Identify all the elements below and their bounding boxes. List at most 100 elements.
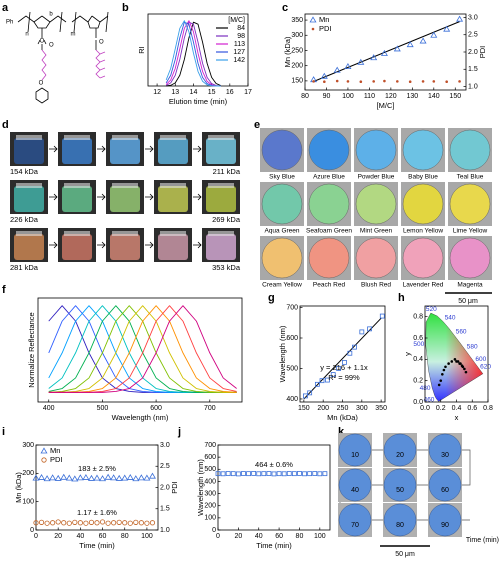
y2-tick-label: 3.0: [468, 14, 478, 21]
x-axis-label: Wavelength (nm): [112, 413, 169, 422]
x-tick-label: 0.4: [452, 405, 462, 412]
point: [71, 475, 79, 482]
arrow: [49, 193, 58, 201]
microsphere: [308, 129, 350, 171]
series-line: [165, 20, 221, 87]
microsphere: [428, 468, 462, 502]
point: [291, 471, 297, 477]
point: [266, 471, 272, 476]
arrow: [193, 145, 202, 153]
point: [464, 370, 468, 374]
vial: [14, 186, 44, 212]
vial-glare: [208, 135, 234, 140]
y2-tick-label: 2.0: [160, 484, 170, 491]
circle-label: Sky Blue: [269, 174, 295, 181]
microsphere: [338, 433, 372, 467]
x-tick-label: 60: [99, 533, 107, 540]
x-tick-label: 350: [375, 405, 387, 412]
point: [408, 80, 412, 84]
panel-label: j: [177, 426, 181, 438]
microsphere: [338, 468, 372, 502]
y2-tick-label: 3.0: [160, 442, 170, 449]
point: [319, 378, 325, 384]
time-label: 70: [351, 522, 359, 529]
vial-glare: [160, 183, 186, 188]
point: [312, 471, 318, 476]
annotation: 464 ± 0.6%: [255, 460, 293, 469]
x-tick-label: 700: [204, 405, 216, 412]
arrow: [193, 193, 202, 201]
locus-label: 620: [480, 364, 491, 371]
point: [380, 49, 388, 56]
series-line: [165, 21, 221, 87]
point: [450, 360, 454, 363]
y-tick-label: 600: [204, 454, 216, 461]
point: [87, 474, 95, 481]
microsphere: [261, 237, 303, 279]
point: [443, 25, 451, 32]
vial-glare: [64, 231, 90, 236]
point: [322, 471, 328, 477]
point: [215, 471, 221, 477]
point: [72, 519, 78, 525]
x-axis-label: Time (min): [79, 541, 115, 550]
point: [132, 475, 140, 482]
vial-glare: [112, 183, 138, 188]
x-tick-label: 100: [314, 533, 326, 540]
x-axis-label: Elution time (min): [169, 97, 228, 106]
x-axis-label: Mn (kDa): [327, 413, 358, 422]
point: [127, 520, 133, 526]
point: [49, 474, 57, 481]
y-tick-label: 0.8: [413, 314, 423, 321]
y-tick-label: 400: [204, 478, 216, 485]
y2-tick-label: 2.5: [468, 32, 478, 39]
x-tick-label: 120: [385, 93, 397, 100]
point: [38, 519, 45, 525]
microsphere: [383, 503, 417, 537]
point: [138, 520, 144, 526]
arrow: [145, 241, 154, 249]
arrow: [97, 241, 106, 249]
point: [65, 474, 73, 481]
vial-glare: [112, 231, 138, 236]
point: [463, 367, 466, 371]
circle-label: Aqua Green: [264, 228, 299, 235]
panel-label: f: [2, 284, 6, 296]
point: [320, 72, 328, 79]
point: [137, 474, 145, 481]
point: [419, 37, 427, 44]
point: [442, 368, 446, 372]
point: [302, 471, 307, 477]
vial-glare: [64, 183, 90, 188]
point: [421, 80, 425, 83]
locus-label: 540: [445, 314, 456, 321]
point: [116, 519, 122, 525]
point: [148, 472, 156, 479]
point: [60, 473, 68, 480]
time-label: 40: [351, 487, 359, 494]
point: [367, 326, 372, 332]
microsphere: [449, 129, 491, 171]
fit-line: [303, 317, 382, 400]
arrow: [97, 145, 106, 153]
circle-label: Lime Yellow: [453, 228, 488, 235]
structure-label: O: [39, 81, 44, 87]
axis-label: Time (min): [466, 537, 499, 544]
y2-tick-label: 1.5: [468, 66, 478, 73]
microsphere: [449, 183, 491, 225]
plot-frame: [37, 297, 243, 403]
vial: [158, 234, 188, 260]
x-tick-label: 0.8: [483, 405, 493, 412]
microsphere: [338, 503, 372, 537]
y-tick-label: 700: [286, 304, 298, 311]
locus-label: 560: [456, 328, 467, 335]
vial: [206, 138, 236, 164]
x-tick-label: 16: [226, 89, 234, 96]
y-tick-label: 300: [204, 490, 216, 497]
y-tick-label: 200: [22, 470, 34, 477]
y2-tick-label: 1.5: [160, 506, 170, 513]
x-tick-label: 500: [97, 405, 109, 412]
point: [307, 471, 313, 477]
microsphere: [428, 503, 462, 537]
